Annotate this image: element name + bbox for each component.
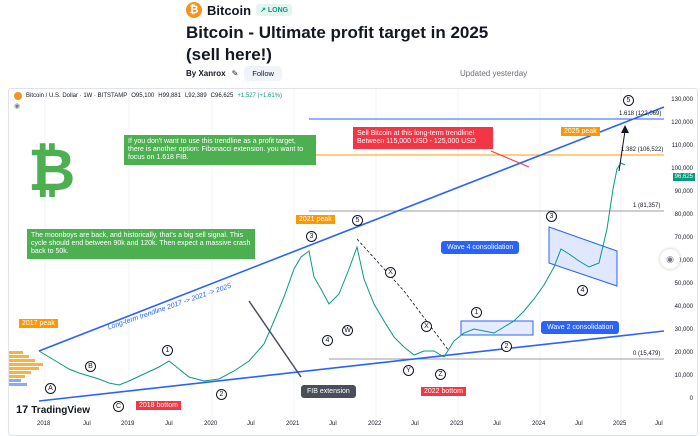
price-tick: 50,000 [674, 281, 693, 287]
tradingview-mark-icon: 17 [16, 404, 29, 416]
pencil-icon: ✎ [231, 69, 239, 78]
chart-legend: Bitcoin / U.S. Dollar · 1W · BITSTAMP O9… [14, 92, 282, 100]
long-badge-label: LONG [267, 7, 289, 14]
wave-label: 3 [306, 231, 317, 242]
tag-2021-peak: 2021 peak [296, 215, 335, 224]
price-tick: 110,000 [671, 143, 693, 149]
price-tick: 20,000 [674, 350, 693, 356]
time-tick: 2025 [613, 421, 627, 427]
price-tick: 60,000 [674, 258, 693, 264]
price-tick: 30,000 [674, 327, 693, 333]
tag-2022-bottom: 2022 bottom [421, 387, 466, 396]
legend-change: +1,527 (+1.61%) [237, 93, 283, 99]
updated-time: Updated yesterday [460, 69, 528, 78]
idea-header: ₿ Bitcoin ↗ LONG Bitcoin - Ultimate prof… [0, 0, 700, 88]
time-tick: 2022 [368, 421, 382, 427]
price-tick: 0 [689, 396, 693, 402]
wave-label: W [342, 325, 353, 336]
price-tick: 90,000 [674, 189, 693, 195]
legend-low: L92,389 [184, 93, 207, 99]
wave-label: 2 [501, 341, 512, 352]
play-replay-icon[interactable]: ◉ [660, 249, 680, 269]
wave-label: 1 [471, 307, 482, 318]
time-tick: Jul [411, 421, 419, 427]
tradingview-logo[interactable]: 17 TradingView [16, 404, 90, 416]
fib-extension-note: If you don't want to use this trendline … [124, 135, 316, 165]
wave-label: 4 [322, 335, 333, 346]
legend-high: H99,881 [158, 93, 181, 99]
time-tick: Jul [575, 421, 583, 427]
chart-area[interactable]: Bitcoin / U.S. Dollar · 1W · BITSTAMP O9… [8, 88, 698, 436]
bitcoin-logo-icon: ₿ [186, 2, 202, 18]
time-tick: 2019 [121, 421, 135, 427]
price-tick: 10,000 [674, 373, 693, 379]
price-tick: 80,000 [674, 212, 693, 218]
current-price-tag: 96,625 [672, 173, 695, 181]
lower-trendline [38, 330, 665, 402]
wave-label: 3 [546, 211, 557, 222]
wave-label: C [113, 401, 124, 412]
long-badge: ↗ LONG [256, 4, 293, 16]
author-row: By Xanrox ✎ Follow [186, 66, 282, 81]
time-tick: Jul [247, 421, 255, 427]
eye-icon[interactable]: ◉ [14, 103, 21, 110]
time-tick: 2020 [204, 421, 218, 427]
wave-label: Y [403, 365, 414, 376]
time-tick: Jul [165, 421, 173, 427]
wave-label: 4 [577, 285, 588, 296]
symbol-name[interactable]: Bitcoin [207, 2, 252, 18]
price-tick: 130,000 [671, 97, 693, 103]
wave-label: 5 [352, 215, 363, 226]
fib-1382-label: 1.382 (106,522) [621, 147, 664, 153]
sell-target-note: Sell Bitcoin at this long-term trendline… [353, 127, 493, 149]
price-tick: 40,000 [674, 304, 693, 310]
fib-0-label: 0 (15,479) [633, 351, 661, 357]
volume-profile [9, 351, 43, 378]
time-tick: Jul [655, 421, 663, 427]
time-tick: 2018 [37, 421, 51, 427]
author-name[interactable]: By Xanrox [186, 69, 226, 78]
time-tick: 2023 [450, 421, 464, 427]
wave-label: A [45, 383, 56, 394]
tradingview-wordmark: TradingView [31, 404, 90, 416]
price-tick: 70,000 [674, 235, 693, 241]
idea-title: Bitcoin - Ultimate profit target in 2025… [186, 23, 489, 64]
wave-label: 2 [216, 389, 227, 400]
symbol-row[interactable]: ₿ Bitcoin ↗ LONG [186, 2, 293, 18]
bitcoin-symbol-icon: ₿ [28, 138, 76, 203]
tag-wave4-consolidation: Wave 4 consolidation [441, 241, 520, 254]
fib-1618-label: 1.618 (122,069) [619, 111, 662, 117]
time-tick: Jul [83, 421, 91, 427]
time-tick: Jul [493, 421, 501, 427]
tag-wave2-consolidation: Wave 2 consolidation [541, 321, 620, 334]
tag-2017-peak: 2017 peak [19, 319, 58, 328]
wave-label: Z [435, 369, 446, 380]
wave-label: X [421, 321, 432, 332]
wave-label: B [85, 361, 96, 372]
time-tick: Jul [329, 421, 337, 427]
price-tick: 100,000 [671, 166, 693, 172]
legend-close: C96,625 [210, 93, 234, 99]
fib-1-label: 1 (81,357) [633, 203, 661, 209]
bitcoin-mini-icon [14, 92, 22, 100]
tag-2025-peak: 2025 peak [561, 127, 600, 136]
tag-fib-extension: FIB extension [301, 385, 356, 398]
moonboys-note: The moonboys are back, and historically,… [27, 229, 255, 259]
legend-open: O95,100 [131, 93, 155, 99]
wave-label: 1 [162, 345, 173, 356]
time-tick: 2024 [532, 421, 546, 427]
long-term-trendline [38, 106, 665, 352]
price-tick: 120,000 [671, 120, 693, 126]
follow-button[interactable]: Follow [244, 66, 282, 81]
time-tick: 2021 [286, 421, 300, 427]
wave-label: 5 [623, 95, 634, 106]
legend-instrument: Bitcoin / U.S. Dollar · 1W · BITSTAMP [26, 93, 128, 99]
wave-label: X [385, 267, 396, 278]
tag-2018-bottom: 2018 bottom [136, 401, 181, 410]
